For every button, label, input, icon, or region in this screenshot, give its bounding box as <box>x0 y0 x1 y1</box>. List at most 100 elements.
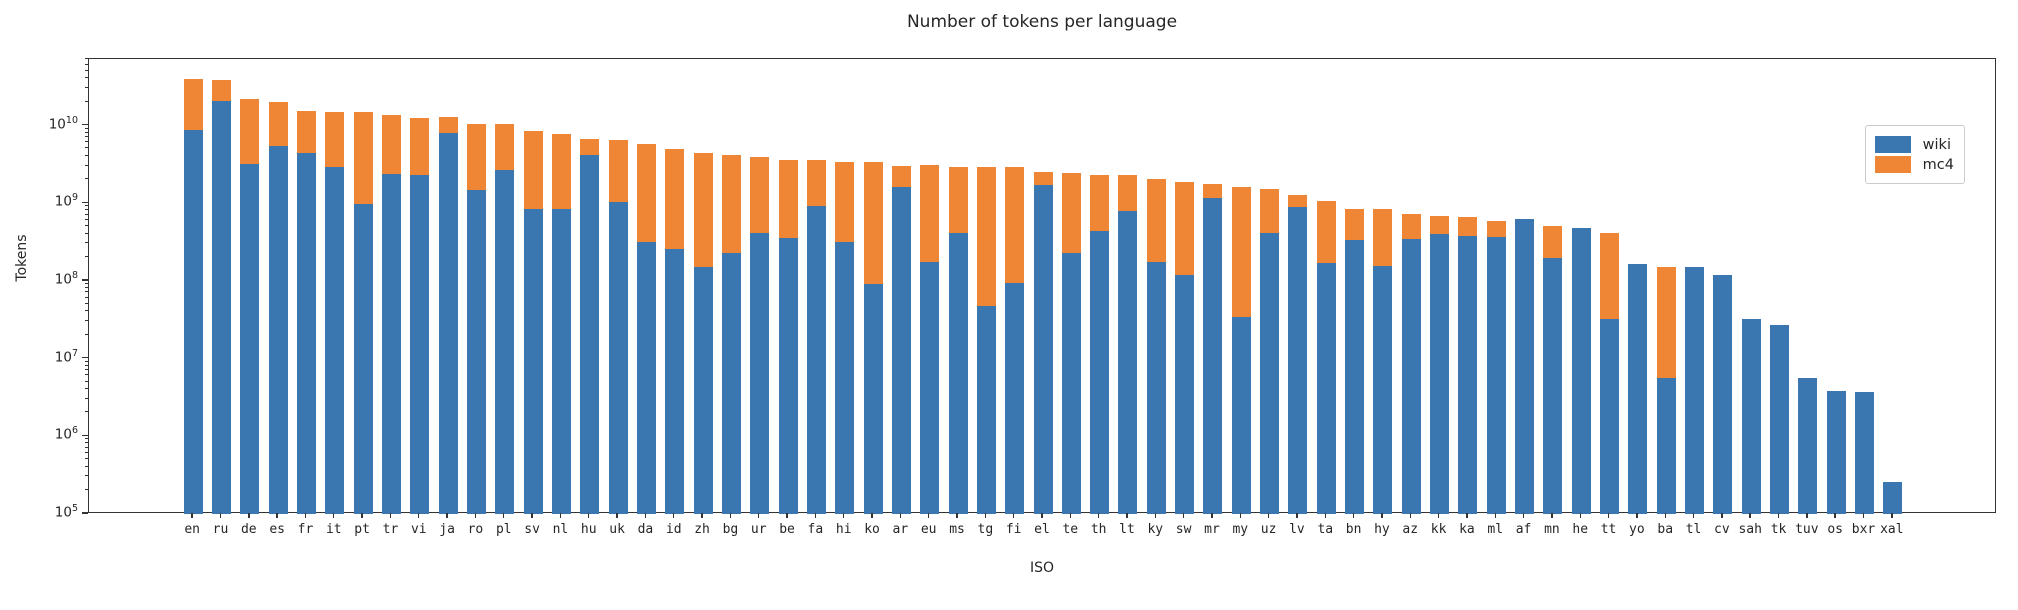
bar-segment-wiki-fi <box>1005 283 1025 514</box>
bar-segment-mc4-sv <box>523 131 543 210</box>
y-minor-tick <box>84 69 88 71</box>
x-tick-label-af: af <box>1515 522 1532 537</box>
y-minor-tick <box>84 219 88 220</box>
x-tick-lt <box>1126 513 1128 518</box>
bar-segment-wiki-de <box>240 164 260 514</box>
bar-segment-wiki-ta <box>1316 263 1336 514</box>
bar-segment-mc4-hi <box>835 161 855 242</box>
x-tick-label-ml: ml <box>1487 522 1504 537</box>
y-minor-tick <box>84 360 88 362</box>
x-tick-ta <box>1324 513 1326 518</box>
y-major-tick <box>82 434 88 436</box>
x-tick-hi <box>843 513 845 518</box>
y-minor-tick <box>84 136 88 138</box>
x-tick-ms <box>956 513 958 518</box>
bar-segment-mc4-uz <box>1260 189 1280 234</box>
x-tick-label-ro: ro <box>467 522 484 537</box>
x-tick-ro <box>474 513 477 518</box>
x-tick-label-it: it <box>325 522 342 537</box>
x-tick-yo <box>1636 513 1638 518</box>
x-tick-pt <box>361 513 363 518</box>
x-tick-kk <box>1437 513 1440 518</box>
bar-segment-wiki-hi <box>835 241 855 514</box>
x-tick-label-tg: tg <box>977 522 994 537</box>
x-tick-ka <box>1466 513 1468 518</box>
x-tick-tk <box>1777 513 1780 518</box>
y-minor-tick <box>84 283 88 284</box>
y-minor-tick <box>84 242 88 244</box>
x-tick-ba <box>1664 513 1666 518</box>
y-minor-tick <box>84 465 88 467</box>
bar-segment-wiki-lt <box>1118 211 1138 514</box>
x-tick-label-fi: fi <box>1005 522 1022 537</box>
y-major-tick <box>82 123 88 126</box>
x-tick-he <box>1579 513 1581 518</box>
bar-segment-mc4-th <box>1090 174 1110 231</box>
y-minor-tick <box>84 475 88 477</box>
bar-segment-mc4-ml <box>1486 220 1506 237</box>
y-minor-tick <box>84 63 88 65</box>
bar-segment-wiki-uz <box>1260 233 1280 514</box>
x-tick-label-be: be <box>779 522 795 537</box>
y-minor-tick <box>84 209 88 211</box>
y-minor-tick <box>84 458 88 460</box>
x-tick-label-sah: sah <box>1738 522 1762 537</box>
y-tick-label: 107 <box>54 347 78 366</box>
mc4-swatch <box>1874 156 1911 173</box>
x-tick-eu <box>927 513 930 518</box>
x-tick-label-vi: vi <box>410 522 427 537</box>
y-minor-tick <box>84 452 88 454</box>
bar-segment-wiki-az <box>1401 238 1421 514</box>
bar-segment-wiki-ms <box>948 233 968 514</box>
bar-segment-wiki-vi <box>410 175 430 514</box>
x-tick-ar <box>899 513 902 518</box>
bar-segment-wiki-tl <box>1685 267 1705 514</box>
bar-segment-wiki-pl <box>495 170 515 514</box>
bar-segment-wiki-tuv <box>1798 377 1818 514</box>
y-axis-title: Tokens <box>14 234 30 282</box>
bar-segment-mc4-id <box>665 148 685 249</box>
bar-segment-mc4-lv <box>1288 195 1308 208</box>
bar-segment-mc4-eu <box>920 165 940 263</box>
bar-segment-wiki-zh <box>693 267 713 514</box>
x-tick-label-ky: ky <box>1147 522 1164 537</box>
x-tick-label-lv: lv <box>1289 522 1305 537</box>
x-tick-label-bn: bn <box>1345 522 1362 537</box>
bar-segment-mc4-tt <box>1600 233 1620 320</box>
bar-segment-wiki-eu <box>920 262 940 514</box>
x-tick-bg <box>729 513 732 518</box>
y-minor-tick <box>84 333 88 335</box>
x-tick-label-es: es <box>269 522 285 537</box>
x-tick-label-bxr: bxr <box>1851 522 1876 537</box>
bar-segment-wiki-th <box>1090 230 1110 514</box>
chart-title: Number of tokens per language <box>906 12 1178 32</box>
legend-entry-wiki: wiki <box>1874 136 1954 153</box>
bar-segment-mc4-be <box>778 160 798 238</box>
y-major-tick <box>82 279 88 281</box>
x-tick-label-az: az <box>1402 522 1419 537</box>
bar-segment-wiki-ky <box>1146 262 1166 514</box>
y-minor-tick <box>84 296 88 298</box>
bar-segment-mc4-mr <box>1203 184 1223 199</box>
bar-segment-mc4-da <box>636 144 656 242</box>
bar-segment-wiki-ar <box>891 187 911 514</box>
x-tick-label-tt: tt <box>1600 522 1617 537</box>
bar-segment-mc4-fr <box>296 110 316 154</box>
bar-segment-wiki-ko <box>863 284 883 514</box>
x-tick-tg <box>984 513 987 518</box>
bar-segment-mc4-ko <box>863 161 883 285</box>
legend: wiki mc4 <box>1864 125 1965 184</box>
x-tick-label-nl: nl <box>552 522 569 537</box>
x-tick-label-ru: ru <box>212 522 229 537</box>
bar-segment-wiki-tt <box>1600 319 1620 514</box>
bar-segment-wiki-lv <box>1288 207 1308 514</box>
bar-segment-mc4-bg <box>721 154 741 253</box>
bar-segment-wiki-bg <box>721 252 741 514</box>
bar-segment-mc4-fa <box>806 159 826 207</box>
y-minor-tick <box>84 369 88 371</box>
y-tick-label: 108 <box>54 269 78 288</box>
x-tick-label-ja: ja <box>439 522 455 537</box>
y-minor-tick <box>84 131 88 133</box>
bar-segment-wiki-ur <box>750 233 770 514</box>
bar-segment-wiki-he <box>1571 228 1591 514</box>
